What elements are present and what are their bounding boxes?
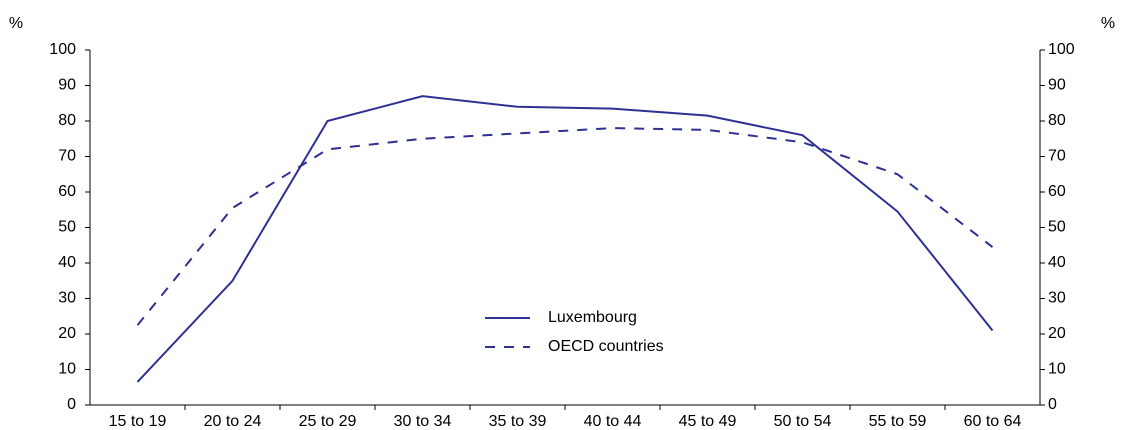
y-tick-label: 40 [58, 254, 76, 271]
x-tick-label: 35 to 39 [489, 413, 547, 430]
x-tick-label: 50 to 54 [774, 413, 832, 430]
y-tick-label: 90 [58, 77, 76, 94]
y-tick-label: 100 [49, 41, 76, 58]
x-tick-label: 20 to 24 [204, 413, 262, 430]
x-tick-label: 30 to 34 [394, 413, 452, 430]
y2-tick-label: 20 [1048, 325, 1066, 342]
y2-tick-label: 70 [1048, 148, 1066, 165]
legend-label: OECD countries [548, 338, 664, 355]
y2-axis-label: % [1101, 15, 1115, 32]
y2-tick-label: 80 [1048, 112, 1066, 129]
y2-tick-label: 0 [1048, 396, 1057, 413]
x-tick-label: 25 to 29 [299, 413, 357, 430]
y2-tick-label: 10 [1048, 361, 1066, 378]
x-tick-label: 60 to 64 [964, 413, 1022, 430]
x-tick-label: 55 to 59 [869, 413, 927, 430]
y-tick-label: 20 [58, 325, 76, 342]
y-tick-label: 70 [58, 148, 76, 165]
y2-tick-label: 40 [1048, 254, 1066, 271]
y-tick-label: 30 [58, 290, 76, 307]
y-tick-label: 10 [58, 361, 76, 378]
series-line [136, 95, 994, 383]
y2-tick-label: 30 [1048, 290, 1066, 307]
x-tick-label: 45 to 49 [679, 413, 737, 430]
series-line [136, 127, 994, 326]
legend-label: Luxembourg [548, 309, 637, 326]
y-axis-label: % [9, 15, 23, 32]
y2-tick-label: 100 [1048, 41, 1075, 58]
y2-tick-label: 50 [1048, 219, 1066, 236]
y-tick-label: 60 [58, 183, 76, 200]
y2-tick-label: 90 [1048, 77, 1066, 94]
x-tick-label: 40 to 44 [584, 413, 642, 430]
x-tick-label: 15 to 19 [109, 413, 167, 430]
y2-tick-label: 60 [1048, 183, 1066, 200]
y-tick-label: 0 [67, 396, 76, 413]
y-tick-label: 80 [58, 112, 76, 129]
y-tick-label: 50 [58, 219, 76, 236]
